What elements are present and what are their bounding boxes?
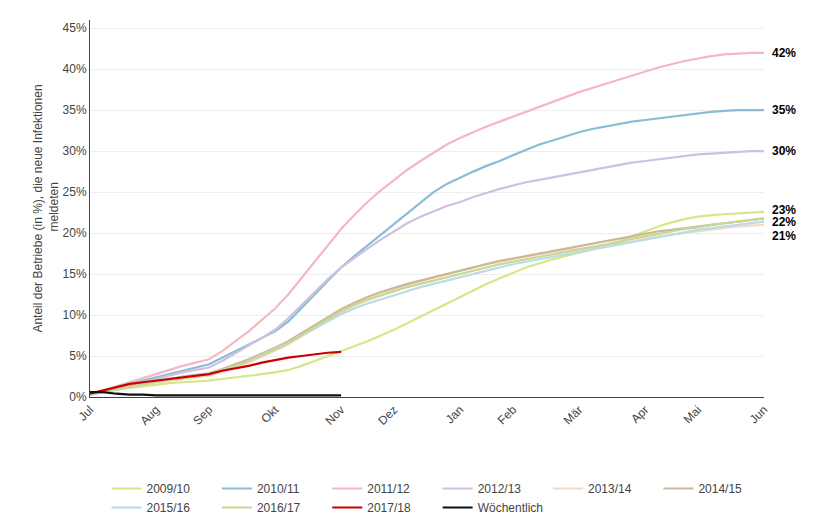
svg-text:Mär: Mär [561, 403, 586, 428]
svg-text:25%: 25% [63, 185, 87, 199]
svg-text:23%: 23% [772, 203, 796, 217]
svg-text:2010/11: 2010/11 [257, 482, 300, 496]
svg-text:10%: 10% [63, 308, 87, 322]
svg-text:2015/16: 2015/16 [147, 501, 191, 515]
svg-text:Jun: Jun [747, 403, 771, 427]
svg-text:Mai: Mai [681, 403, 705, 427]
svg-text:Feb: Feb [495, 403, 520, 428]
svg-text:Apr: Apr [628, 403, 651, 426]
svg-text:21%: 21% [772, 229, 796, 243]
svg-text:Wöchentlich: Wöchentlich [478, 501, 543, 515]
svg-text:Jan: Jan [443, 403, 467, 427]
svg-text:2011/12: 2011/12 [367, 482, 410, 496]
svg-text:2009/10: 2009/10 [147, 482, 191, 496]
svg-text:20%: 20% [63, 226, 87, 240]
svg-text:Nov: Nov [322, 403, 347, 428]
svg-text:2017/18: 2017/18 [367, 501, 411, 515]
svg-text:5%: 5% [69, 349, 87, 363]
svg-text:15%: 15% [63, 267, 87, 281]
svg-text:22%: 22% [772, 215, 796, 229]
svg-text:Okt: Okt [258, 402, 282, 426]
svg-text:30%: 30% [63, 144, 87, 158]
svg-text:Sep: Sep [190, 403, 215, 428]
svg-text:45%: 45% [63, 21, 87, 35]
svg-text:2014/15: 2014/15 [698, 482, 742, 496]
svg-text:2016/17: 2016/17 [257, 501, 301, 515]
svg-text:35%: 35% [63, 103, 87, 117]
svg-text:2013/14: 2013/14 [588, 482, 632, 496]
svg-text:42%: 42% [772, 46, 796, 60]
svg-text:35%: 35% [772, 103, 796, 117]
svg-text:Anteil der Betriebe (in %), di: Anteil der Betriebe (in %), die neue Inf… [31, 84, 61, 332]
svg-text:Aug: Aug [137, 403, 162, 428]
svg-text:0%: 0% [69, 390, 87, 404]
svg-text:Jul: Jul [76, 403, 97, 424]
svg-text:30%: 30% [772, 144, 796, 158]
svg-text:40%: 40% [63, 62, 87, 76]
svg-text:Dez: Dez [375, 403, 400, 428]
svg-text:2012/13: 2012/13 [478, 482, 522, 496]
